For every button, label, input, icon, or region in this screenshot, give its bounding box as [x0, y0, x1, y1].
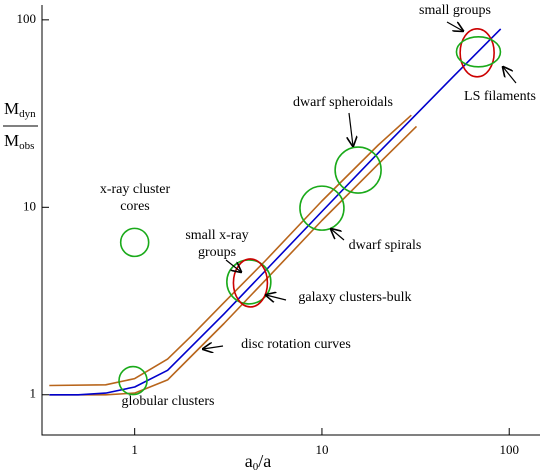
annotation-arrow: [331, 229, 345, 241]
region: [226, 259, 272, 305]
region: [232, 258, 269, 308]
axes: [41, 5, 540, 436]
x-tick-label: 10: [315, 442, 328, 457]
annotation: small x-ray: [185, 228, 248, 243]
annotation: x-ray cluster: [100, 182, 171, 197]
annotation-arrow: [203, 346, 224, 349]
annotation: disc rotation curves: [241, 337, 351, 352]
curve: [49, 28, 502, 396]
annotation-arrow: [266, 295, 287, 300]
y-den-sub: obs: [19, 140, 34, 152]
annotation: cores: [120, 199, 150, 214]
region: [299, 185, 345, 231]
annotation: dwarf spirals: [349, 238, 422, 253]
x-label-sub: 0: [253, 461, 259, 472]
annotation: galaxy clusters-bulk: [298, 290, 411, 305]
x-label-rest: /a: [258, 451, 271, 471]
y-num-main: M: [4, 99, 19, 118]
y-tick-label: 100: [17, 11, 37, 26]
annotation-arrow: [225, 259, 241, 272]
y-tick-label: 1: [30, 386, 37, 401]
annotation: dwarf spheroidals: [293, 95, 393, 110]
x-tick-label: 100: [499, 442, 519, 457]
x-tick-label: 1: [131, 442, 138, 457]
y-label-denominator: Mobs: [4, 131, 34, 152]
curve: [49, 125, 418, 396]
region: [118, 365, 148, 396]
y-num-sub: dyn: [19, 108, 36, 120]
annotation: globular clusters: [122, 394, 215, 409]
annotation: small groups: [419, 3, 491, 18]
annotation: groups: [198, 245, 236, 260]
region: [455, 36, 502, 68]
curve: [49, 114, 412, 387]
region: [459, 28, 495, 78]
y-label-numerator: Mdyn: [4, 99, 36, 120]
x-axis-label: a0/a: [245, 451, 272, 472]
y-den-main: M: [4, 131, 19, 150]
annotation-arrow: [446, 21, 463, 31]
annotation: LS filaments: [464, 89, 536, 104]
region: [334, 146, 382, 194]
region: [119, 227, 150, 258]
annotation-arrow: [349, 112, 353, 146]
x-label-main: a: [245, 451, 253, 471]
y-tick-label: 10: [23, 198, 36, 213]
annotation-arrow: [503, 67, 517, 84]
